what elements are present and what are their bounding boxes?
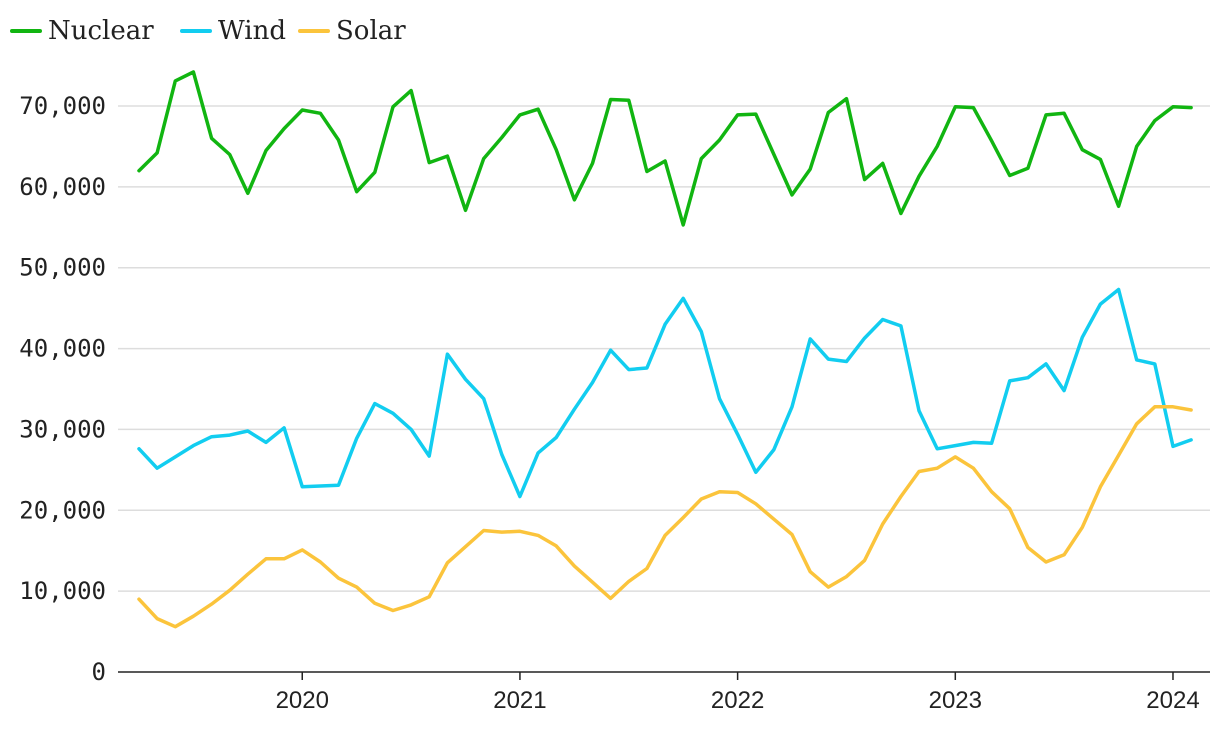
legend-label-solar: Solar xyxy=(336,16,406,46)
series-lines xyxy=(137,70,1193,629)
legend: Nuclear Wind Solar xyxy=(10,16,406,46)
y-axis-ticks: 0 10,000 20,000 30,000 40,000 50,000 60,000 70,… xyxy=(19,92,106,686)
y-tick-label: 70,000 xyxy=(19,92,106,120)
y-tick-label: 0 xyxy=(92,658,106,686)
x-tick-label: 2024 xyxy=(1146,687,1199,714)
y-tick-label: 60,000 xyxy=(19,173,106,201)
series-line-wind xyxy=(137,287,1193,499)
series-line-nuclear xyxy=(137,70,1193,227)
x-axis: 2020 2021 2022 2023 2024 xyxy=(118,671,1210,714)
series-line-solar xyxy=(137,405,1193,629)
x-tick-label: 2020 xyxy=(276,687,329,714)
x-tick-label: 2021 xyxy=(493,687,546,714)
x-tick-label: 2023 xyxy=(929,687,982,714)
legend-label-nuclear: Nuclear xyxy=(48,16,154,46)
y-tick-label: 30,000 xyxy=(19,415,106,443)
x-tick-label: 2022 xyxy=(711,687,764,714)
y-tick-label: 20,000 xyxy=(19,496,106,524)
y-tick-label: 40,000 xyxy=(19,335,106,363)
legend-label-wind: Wind xyxy=(218,16,286,46)
gridlines xyxy=(118,105,1210,592)
y-tick-label: 50,000 xyxy=(19,254,106,282)
y-tick-label: 10,000 xyxy=(19,577,106,605)
